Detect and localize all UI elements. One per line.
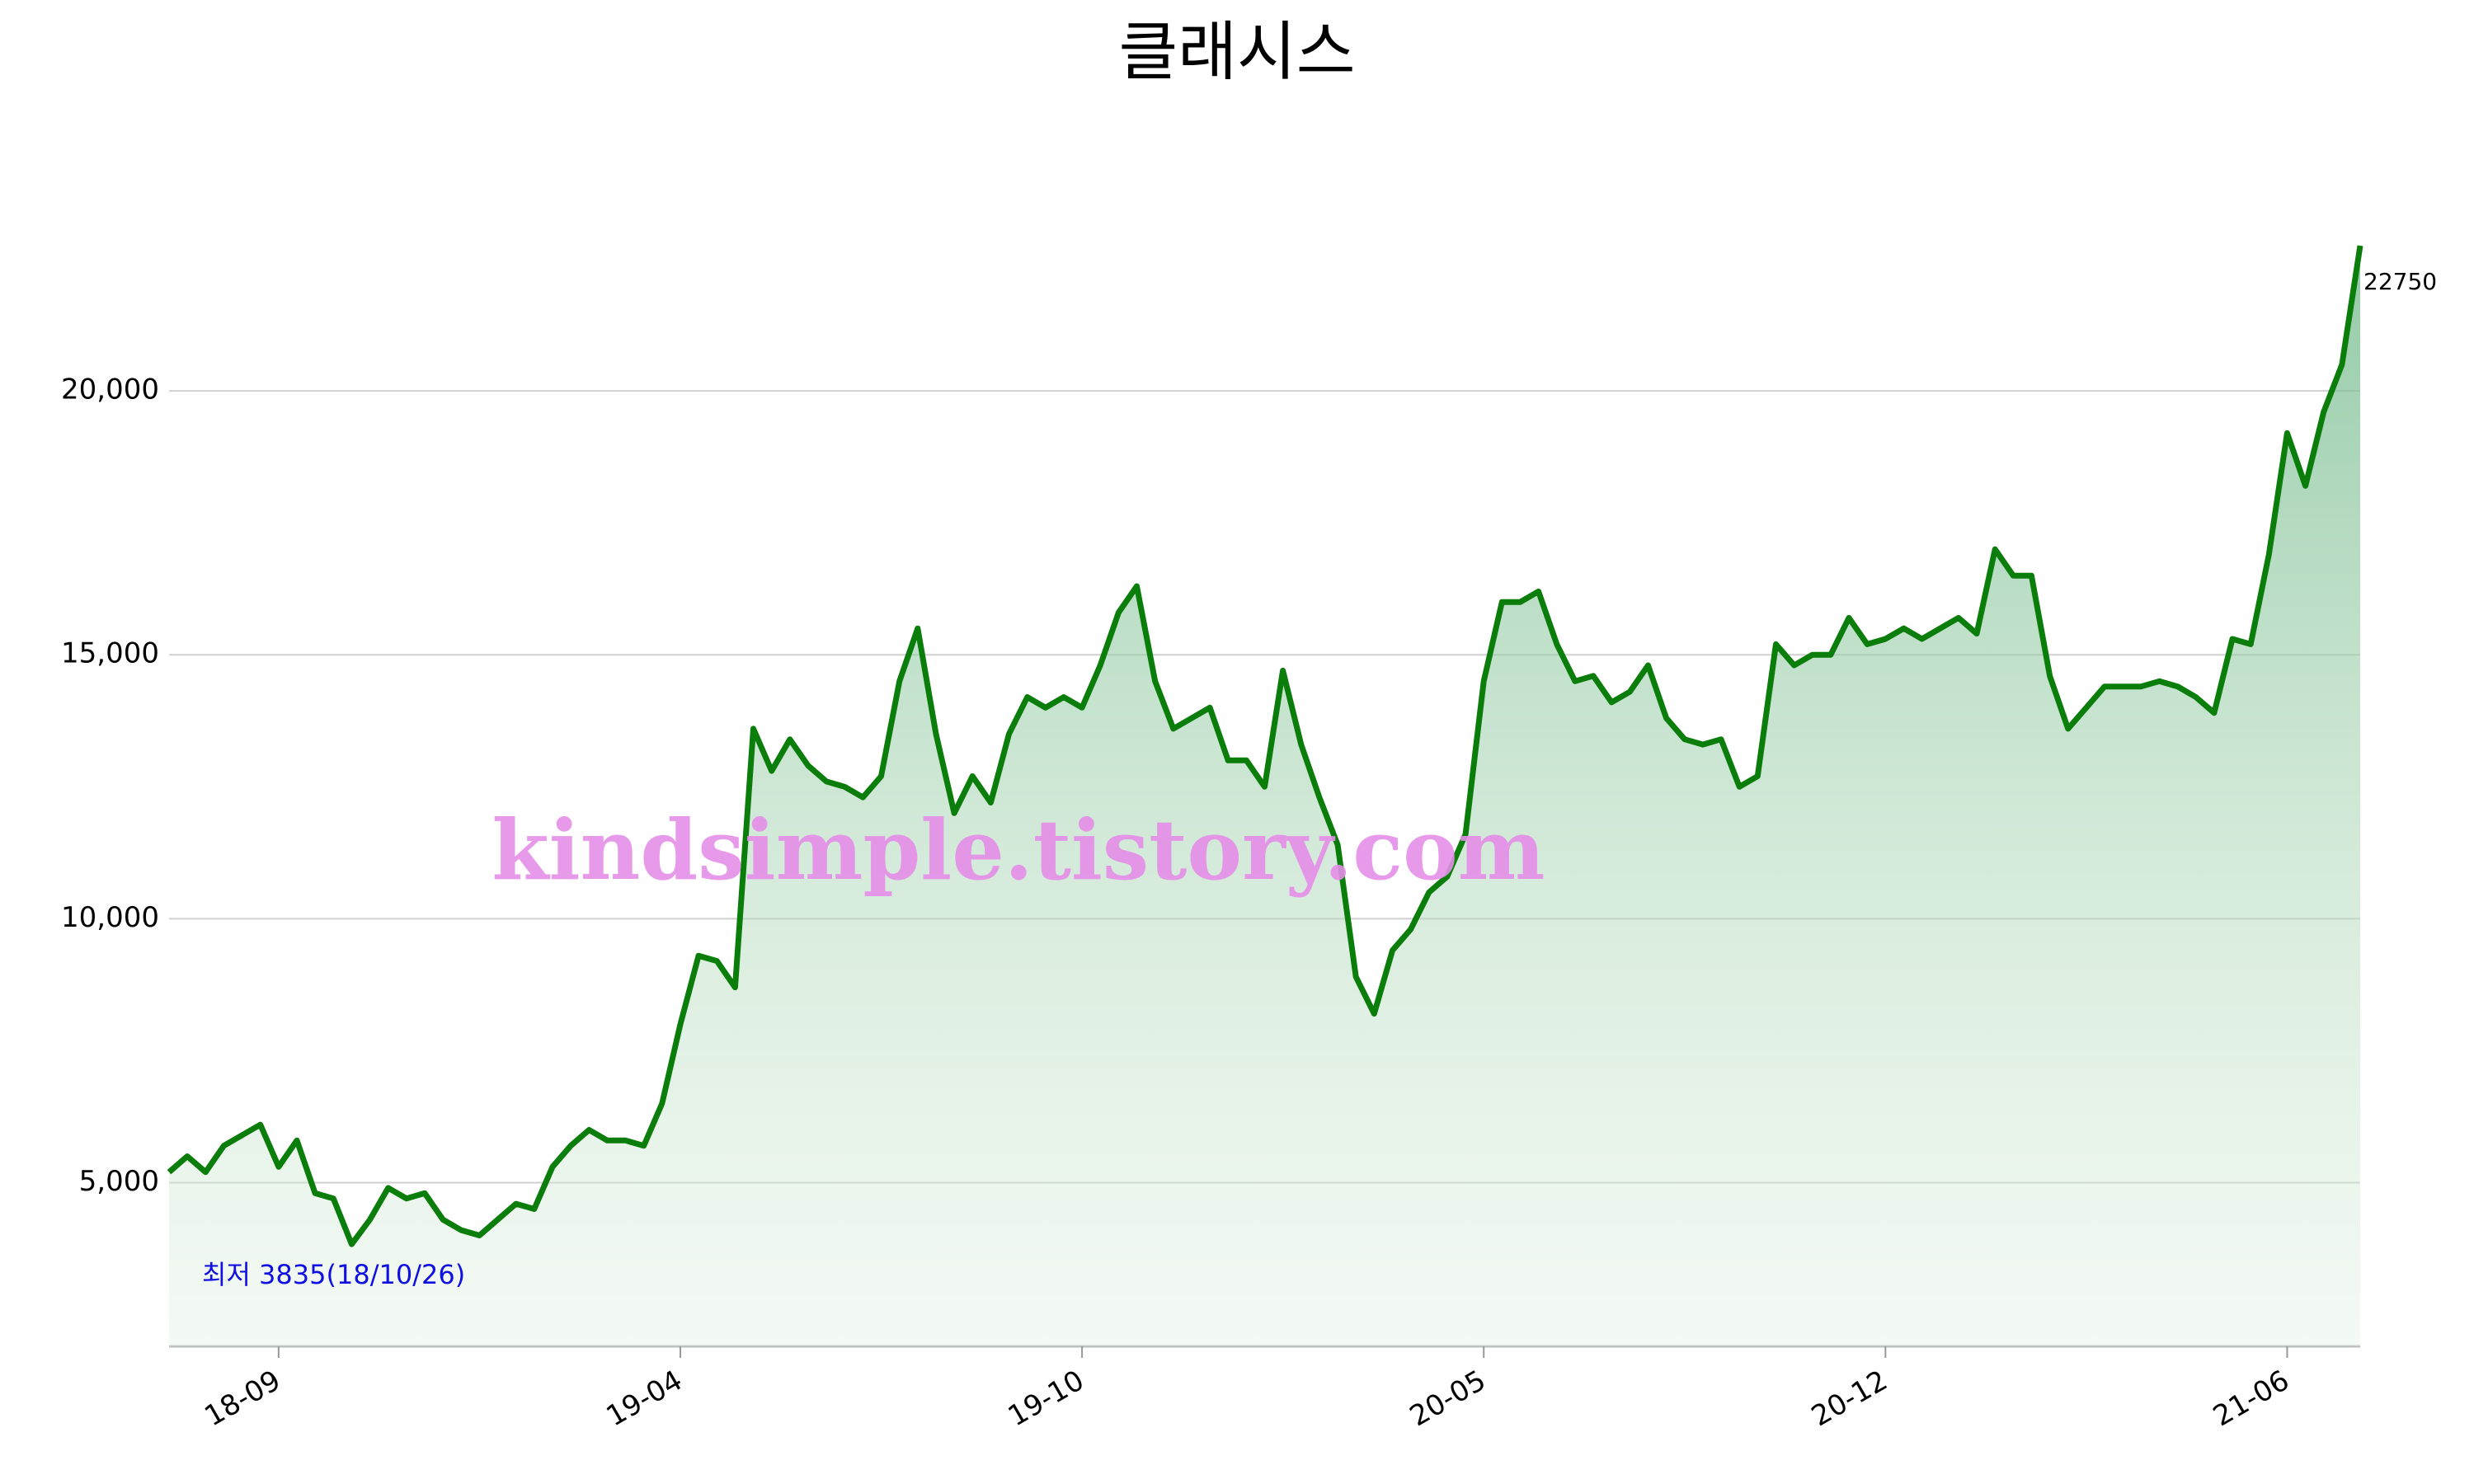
watermark: kindsimple.tistory.com <box>492 801 1545 899</box>
y-tick-label: 5,000 <box>79 1165 159 1198</box>
y-tick-label: 10,000 <box>61 901 159 934</box>
x-tick-label: 19-10 <box>1003 1364 1090 1433</box>
x-tick-label: 20-05 <box>1404 1364 1492 1433</box>
line <box>167 245 2363 1247</box>
annotation: 최저 3835(18/10/26) <box>202 1259 465 1290</box>
area <box>169 246 2360 1346</box>
x-tick-label: 21-06 <box>2208 1364 2295 1433</box>
value-label: 22750 <box>2363 268 2437 295</box>
x-tick-label: 19-04 <box>601 1364 689 1433</box>
y-tick-label: 20,000 <box>61 373 159 406</box>
chart-title: 클래시스 <box>1118 15 1355 89</box>
x-tick-label: 18-09 <box>200 1364 287 1433</box>
y-tick-label: 15,000 <box>61 637 159 670</box>
x-tick-label: 20-12 <box>1806 1364 1893 1433</box>
